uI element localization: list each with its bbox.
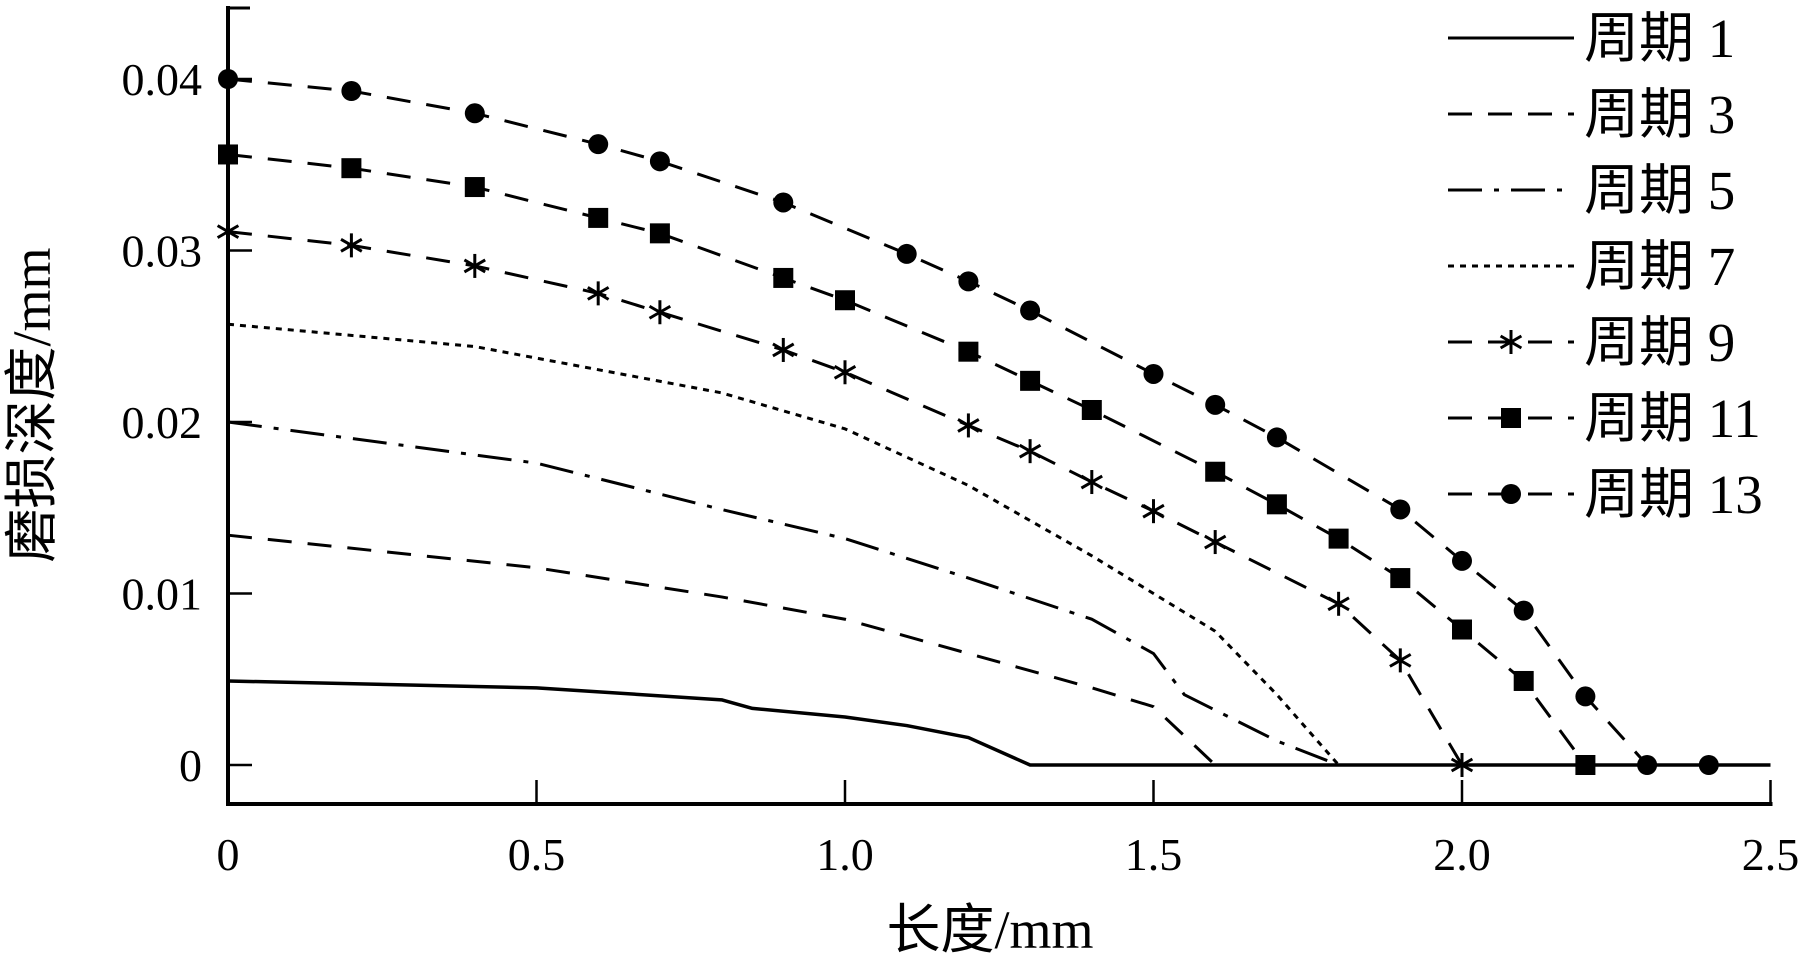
legend-label: 周期 1 bbox=[1584, 8, 1735, 69]
star-marker bbox=[1499, 330, 1523, 354]
legend: 周期 1 周期 3 周期 5 周期 7 周期 9 周期 11 周期 13 bbox=[1448, 8, 1763, 525]
circle-marker bbox=[1143, 363, 1164, 384]
y-tick-label: 0.03 bbox=[122, 226, 203, 277]
series-line bbox=[227, 230, 1771, 767]
circle-marker bbox=[1575, 686, 1596, 707]
square-marker bbox=[1513, 670, 1534, 691]
square-marker bbox=[1266, 494, 1287, 515]
circle-marker bbox=[588, 134, 609, 155]
circle-marker bbox=[341, 81, 362, 102]
legend-item: 周期 1 bbox=[1448, 8, 1735, 69]
star-marker bbox=[957, 413, 980, 438]
y-tick-label: 0 bbox=[179, 740, 202, 791]
star-marker bbox=[1018, 439, 1042, 464]
x-tick-label: 2.5 bbox=[1742, 829, 1800, 880]
series-line bbox=[227, 533, 1771, 767]
star-marker bbox=[648, 300, 672, 325]
y-tick-label: 0.02 bbox=[122, 397, 203, 448]
legend-label: 周期 7 bbox=[1584, 236, 1735, 297]
series-周期-7 bbox=[227, 322, 1771, 767]
legend-label: 周期 3 bbox=[1584, 84, 1735, 145]
square-marker bbox=[1452, 619, 1472, 640]
legend-label: 周期 5 bbox=[1584, 160, 1735, 221]
x-tick-label: 2.0 bbox=[1433, 829, 1491, 880]
x-tick-label: 0.5 bbox=[508, 829, 566, 880]
star-marker bbox=[1204, 530, 1227, 555]
circle-marker bbox=[649, 151, 670, 172]
square-marker bbox=[649, 223, 670, 244]
series-line bbox=[227, 152, 1771, 767]
circle-marker bbox=[1205, 394, 1226, 415]
circle-marker bbox=[896, 243, 917, 264]
series-周期-5 bbox=[227, 420, 1771, 767]
axes: 0 0.5 1.0 1.5 2.0 2.5 0 0.01 0.02 0.03 0.04 bbox=[122, 6, 1800, 880]
y-tick-label: 0.04 bbox=[122, 54, 203, 105]
legend-label: 周期 13 bbox=[1584, 464, 1763, 525]
circle-marker bbox=[464, 103, 485, 124]
series-周期-3 bbox=[227, 533, 1771, 767]
circle-marker bbox=[1020, 300, 1041, 321]
square-marker bbox=[464, 177, 485, 198]
square-marker bbox=[1575, 755, 1596, 775]
square-marker bbox=[341, 158, 362, 179]
star-marker bbox=[1450, 753, 1474, 777]
star-marker bbox=[772, 337, 795, 362]
legend-item: 周期 5 bbox=[1448, 160, 1735, 221]
legend-label: 周期 9 bbox=[1584, 312, 1735, 373]
circle-marker bbox=[773, 192, 794, 213]
star-marker bbox=[1327, 591, 1350, 616]
square-marker bbox=[835, 290, 855, 311]
x-axis-label: 长度/mm bbox=[886, 900, 1093, 960]
legend-item: 周期 7 bbox=[1448, 236, 1735, 297]
circle-marker bbox=[1501, 484, 1521, 504]
square-marker bbox=[1205, 461, 1226, 482]
square-marker bbox=[1081, 399, 1102, 420]
x-tick-label: 1.5 bbox=[1125, 829, 1183, 880]
square-marker bbox=[1501, 408, 1521, 428]
series-周期-9 bbox=[216, 219, 1771, 777]
star-marker bbox=[587, 281, 610, 306]
legend-item: 周期 11 bbox=[1448, 388, 1761, 449]
legend-item: 周期 13 bbox=[1448, 464, 1763, 525]
series-line bbox=[227, 679, 1771, 767]
series-周期-13 bbox=[218, 69, 1771, 775]
square-marker bbox=[1020, 370, 1041, 391]
series-line bbox=[227, 322, 1771, 767]
x-tick-label: 1.0 bbox=[816, 829, 874, 880]
y-axis-label: 磨损深度/mm bbox=[2, 247, 62, 562]
series-周期-11 bbox=[218, 144, 1771, 775]
square-marker bbox=[1390, 568, 1411, 589]
circle-marker bbox=[958, 271, 979, 292]
legend-label: 周期 11 bbox=[1584, 388, 1761, 449]
square-marker bbox=[588, 207, 609, 228]
square-marker bbox=[1328, 528, 1349, 549]
star-marker bbox=[1142, 499, 1165, 524]
star-marker bbox=[1080, 470, 1103, 495]
x-tick-label: 0 bbox=[217, 829, 240, 880]
series-line bbox=[227, 420, 1771, 767]
square-marker bbox=[958, 341, 979, 362]
circle-marker bbox=[1698, 755, 1719, 775]
star-marker bbox=[463, 253, 486, 278]
star-marker bbox=[833, 360, 857, 385]
y-tick-label: 0.01 bbox=[122, 569, 203, 620]
plot-area bbox=[216, 69, 1771, 777]
legend-item: 周期 9 bbox=[1448, 312, 1735, 373]
square-marker bbox=[773, 267, 794, 288]
circle-marker bbox=[1637, 755, 1658, 775]
circle-marker bbox=[1266, 427, 1287, 448]
circle-marker bbox=[1452, 550, 1472, 571]
star-marker bbox=[340, 233, 363, 258]
circle-marker bbox=[1513, 600, 1534, 621]
series-周期-1 bbox=[227, 679, 1771, 767]
legend-item: 周期 3 bbox=[1448, 84, 1735, 145]
circle-marker bbox=[1390, 499, 1411, 520]
star-marker bbox=[1389, 648, 1412, 673]
